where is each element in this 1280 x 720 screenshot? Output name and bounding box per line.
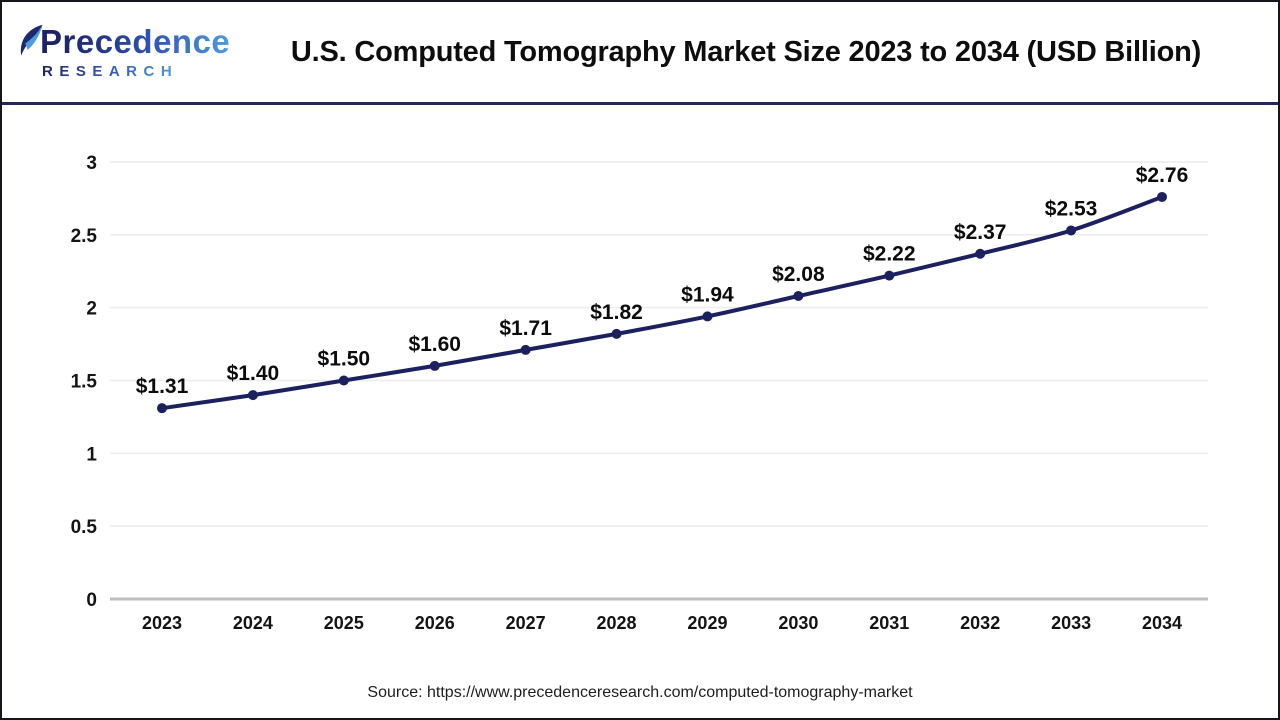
y-tick-label: 1 (86, 444, 97, 465)
data-point (793, 291, 804, 302)
data-point (975, 248, 986, 259)
data-point-label: $2.08 (772, 263, 825, 286)
x-tick-label: 2026 (415, 613, 455, 633)
precedence-leaf-icon (20, 24, 43, 56)
data-point-label: $2.76 (1136, 164, 1189, 187)
data-point (884, 270, 895, 281)
data-point (1157, 191, 1167, 202)
data-point (157, 403, 167, 414)
logo-wordmark: Precedence (40, 23, 231, 60)
x-tick-label: 2027 (506, 613, 546, 633)
data-point-label: $1.40 (227, 362, 280, 385)
data-point-label: $1.82 (590, 301, 643, 324)
series-line (160, 195, 1164, 411)
logo-subtitle: RESEARCH (42, 63, 179, 80)
y-tick-label: 0 (86, 590, 97, 611)
source-text: Source: https://www.precedenceresearch.c… (367, 684, 913, 701)
data-point (702, 311, 713, 322)
data-point-label: $1.71 (499, 317, 552, 340)
data-point-label: $1.94 (681, 283, 734, 306)
x-tick-label: 2031 (869, 613, 909, 633)
data-point (611, 328, 622, 339)
x-tick-label: 2025 (324, 613, 364, 633)
data-point (338, 375, 349, 386)
data-point-label: $1.60 (408, 333, 461, 356)
data-point (1066, 225, 1077, 236)
data-point (429, 360, 440, 371)
data-point-label: $2.22 (863, 243, 916, 266)
data-point (520, 344, 531, 355)
x-tick-label: 2029 (687, 613, 727, 633)
x-tick-label: 2024 (233, 613, 273, 633)
y-tick-label: 1.5 (71, 372, 98, 393)
x-tick-label: 2028 (597, 613, 637, 633)
y-tick-label: 2.5 (71, 226, 98, 247)
data-point-label: $1.50 (318, 348, 371, 371)
x-tick-label: 2023 (142, 613, 182, 633)
x-tick-label: 2034 (1142, 613, 1182, 633)
data-point (247, 390, 258, 401)
x-tick-label: 2033 (1051, 613, 1091, 633)
data-point-label: $2.37 (954, 221, 1007, 244)
y-tick-label: 0.5 (71, 517, 98, 538)
x-tick-label: 2030 (778, 613, 818, 633)
chart-title: U.S. Computed Tomography Market Size 202… (290, 35, 1202, 68)
x-tick-label: 2032 (960, 613, 1000, 633)
logo: Precedence RESEARCH (18, 23, 231, 80)
data-point-label: $2.53 (1045, 197, 1098, 220)
data-point-label: $1.31 (136, 375, 189, 398)
y-tick-label: 2 (86, 299, 97, 320)
header: Precedence RESEARCH U.S. Computed Tomogr… (2, 2, 1278, 105)
y-tick-label: 3 (86, 153, 97, 174)
